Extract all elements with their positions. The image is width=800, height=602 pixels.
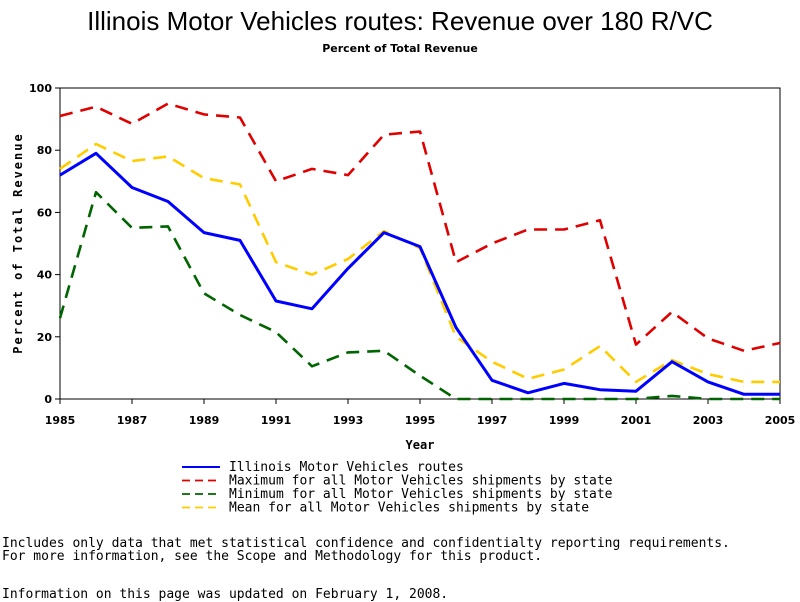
x-tick-label: 1985 xyxy=(45,414,76,427)
legend-label-2: Minimum for all Motor Vehicles shipments… xyxy=(229,487,613,502)
x-tick-label: 2005 xyxy=(765,414,796,427)
legend-label-3: Mean for all Motor Vehicles shipments by… xyxy=(229,501,589,516)
series-line-1 xyxy=(59,102,781,353)
x-tick-label: 1999 xyxy=(549,414,580,427)
footnote-updated: Information on this page was updated on … xyxy=(2,587,449,602)
x-tick-label: 1997 xyxy=(477,414,508,427)
y-tick-label: 60 xyxy=(37,206,53,219)
x-tick-label: 1993 xyxy=(333,414,364,427)
y-axis: 0 20 40 60 80 100 xyxy=(29,82,60,406)
footnote-confidence: Includes only data that met statistical … xyxy=(2,536,730,551)
plot-area-frame xyxy=(59,87,781,400)
x-tick-label: 2001 xyxy=(621,414,652,427)
y-tick-label: 20 xyxy=(37,331,53,344)
series-line-0 xyxy=(59,151,780,396)
x-axis-title: Year xyxy=(406,438,435,452)
x-axis: 1985 1987 1989 1991 1993 1995 1997 1999 2001 2003… xyxy=(45,399,796,427)
y-axis-title: Percent of Total Revenue xyxy=(11,132,25,353)
y-tick-label: 40 xyxy=(37,269,53,282)
legend-label-0: Illinois Motor Vehicles routes xyxy=(229,460,464,475)
y-tick-label: 0 xyxy=(44,393,52,406)
x-tick-label: 1989 xyxy=(189,414,220,427)
chart-title: Illinois Motor Vehicles routes: Revenue … xyxy=(87,6,713,36)
y-tick-label: 80 xyxy=(37,144,53,157)
series-line-3 xyxy=(59,142,780,384)
legend-label-1: Maximum for all Motor Vehicles shipments… xyxy=(229,474,613,489)
x-tick-label: 1987 xyxy=(117,414,148,427)
x-tick-label: 1995 xyxy=(405,414,436,427)
chart-subtitle: Percent of Total Revenue xyxy=(322,42,478,55)
x-tick-label: 1991 xyxy=(261,414,292,427)
footnote-methodology: For more information, see the Scope and … xyxy=(2,549,543,564)
series-line-2 xyxy=(58,190,780,401)
x-tick-label: 2003 xyxy=(693,414,724,427)
series-layer xyxy=(58,102,781,401)
y-tick-label: 100 xyxy=(29,82,52,95)
